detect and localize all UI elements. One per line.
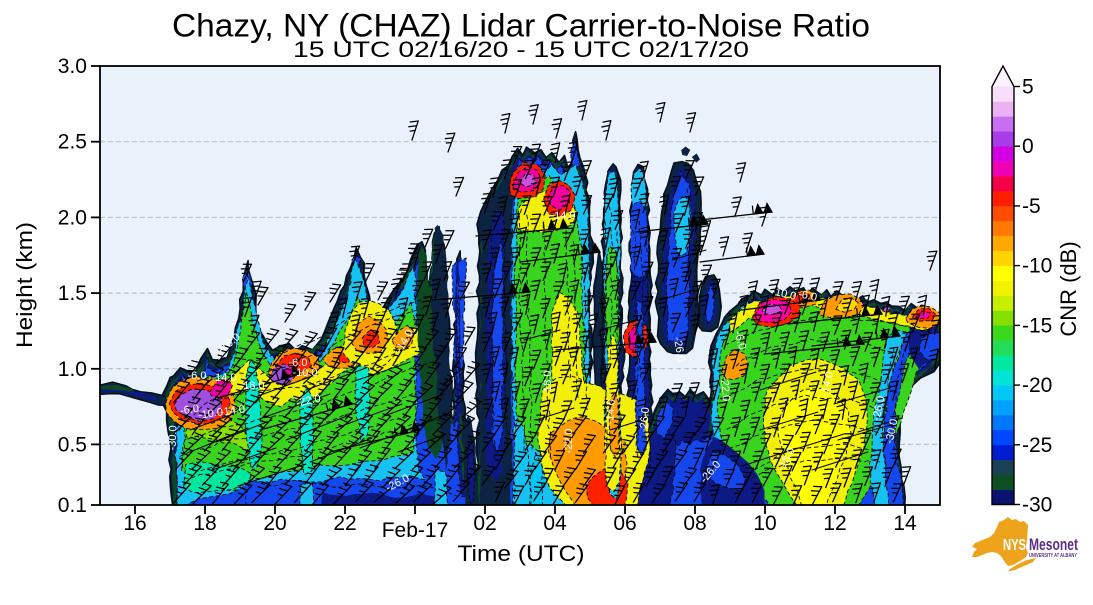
svg-text:12: 12	[823, 512, 846, 535]
svg-text:CNR (dB): CNR (dB)	[1056, 241, 1081, 336]
svg-text:3.0: 3.0	[58, 55, 87, 78]
svg-text:-14.0: -14.0	[550, 210, 575, 222]
svg-text:Mesonet: Mesonet	[1029, 535, 1078, 554]
svg-text:2.5: 2.5	[58, 131, 87, 154]
svg-text:Height (km): Height (km)	[12, 222, 37, 348]
svg-text:Time (UTC): Time (UTC)	[458, 541, 585, 566]
svg-text:-14.0: -14.0	[604, 399, 618, 425]
svg-text:14: 14	[893, 512, 917, 535]
svg-text:-18.0: -18.0	[542, 370, 554, 395]
svg-text:-30: -30	[1022, 494, 1052, 517]
svg-text:18: 18	[193, 512, 216, 535]
svg-text:-18.0: -18.0	[239, 380, 264, 392]
svg-text:Feb-17: Feb-17	[382, 519, 449, 542]
svg-text:1.0: 1.0	[58, 358, 87, 381]
svg-text:-10.0: -10.0	[292, 367, 317, 379]
svg-text:15 UTC 02/16/20 - 15 UTC 02/17: 15 UTC 02/16/20 - 15 UTC 02/17/20	[293, 37, 749, 62]
svg-text:-22.0: -22.0	[563, 428, 575, 453]
svg-text:0.1: 0.1	[58, 494, 87, 517]
svg-text:1.5: 1.5	[58, 282, 87, 305]
svg-text:16: 16	[123, 512, 146, 535]
svg-text:-14.0: -14.0	[211, 372, 236, 384]
svg-text:-6.0: -6.0	[188, 370, 207, 382]
svg-text:-15: -15	[1022, 314, 1052, 337]
svg-text:04: 04	[543, 512, 567, 535]
svg-text:2.0: 2.0	[58, 206, 87, 229]
svg-text:-10: -10	[1022, 255, 1052, 278]
svg-text:-26.0: -26.0	[638, 407, 652, 433]
svg-text:-5: -5	[1022, 195, 1041, 218]
svg-text:0: 0	[1022, 135, 1034, 158]
svg-text:NYS: NYS	[1003, 537, 1026, 554]
svg-text:UNIVERSITY AT ALBANY: UNIVERSITY AT ALBANY	[1029, 553, 1077, 559]
svg-text:20: 20	[263, 512, 286, 535]
svg-text:10: 10	[753, 512, 776, 535]
svg-text:5: 5	[1022, 76, 1034, 99]
svg-text:22: 22	[333, 512, 356, 535]
svg-text:08: 08	[683, 512, 706, 535]
svg-text:02: 02	[473, 512, 496, 535]
svg-text:-30.0: -30.0	[167, 425, 180, 450]
svg-text:-20: -20	[1022, 374, 1052, 397]
svg-text:0.5: 0.5	[58, 433, 87, 456]
svg-text:-25: -25	[1022, 434, 1052, 457]
svg-text:06: 06	[613, 512, 636, 535]
svg-text:-22.0: -22.0	[718, 376, 732, 402]
